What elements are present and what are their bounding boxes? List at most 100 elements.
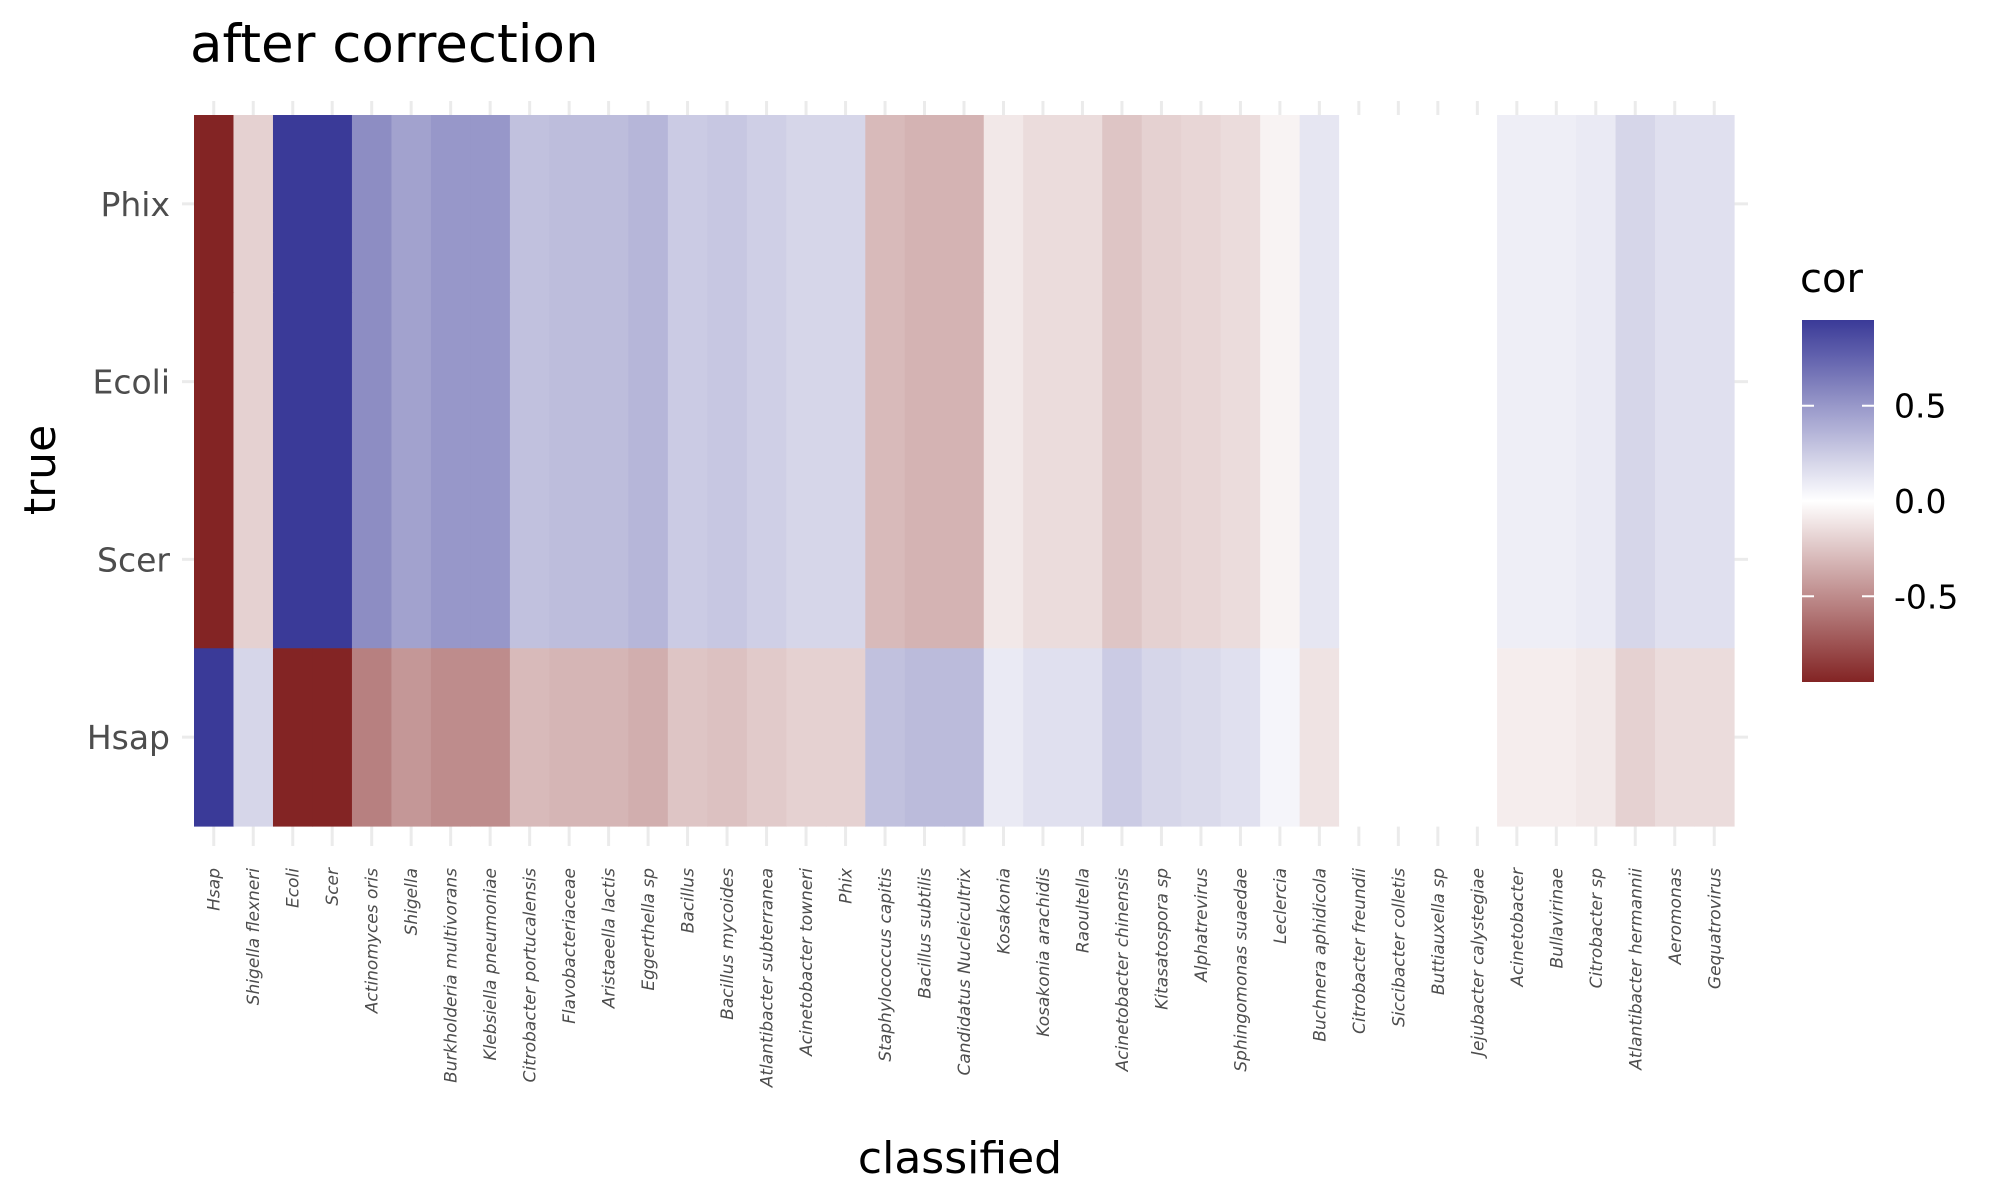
chart-title: after correction: [190, 14, 599, 75]
heatmap-cell: [865, 470, 906, 649]
heatmap-cell: [825, 292, 866, 472]
heatmap-cell: [1457, 470, 1498, 649]
heatmap-cell: [825, 470, 866, 649]
heatmap-cell: [1694, 115, 1735, 294]
x-tick-label: Buchnera aphidicola: [1310, 868, 1330, 1042]
x-tick-label: Phix: [837, 867, 857, 904]
x-tick-label: Bacillus subtilis: [916, 868, 936, 999]
y-tick-label: Ecoli: [92, 363, 170, 402]
heatmap-cell: [1655, 470, 1696, 649]
heatmap-cell: [904, 648, 945, 827]
heatmap-cell: [351, 470, 393, 649]
heatmap-cell: [1023, 292, 1064, 472]
legend-title: cor: [1800, 256, 1863, 302]
heatmap-cell: [865, 648, 906, 827]
heatmap-cell: [944, 648, 985, 827]
y-axis-tick-labels: Phix Ecoli Scer Hsap: [87, 185, 171, 757]
heatmap-cell: [825, 115, 866, 294]
heatmap-cell: [430, 115, 472, 294]
heatmap-cell: [1220, 115, 1261, 294]
heatmap-cell: [470, 648, 511, 827]
heatmap-cell: [1536, 292, 1577, 472]
heatmap-cell: [194, 292, 235, 472]
heatmap-cell: [1497, 115, 1538, 294]
heatmap-cell: [904, 470, 945, 649]
heatmap-cell: [1220, 292, 1261, 472]
heatmap-cell: [509, 470, 550, 649]
heatmap-cell: [667, 115, 708, 294]
heatmap-cell: [233, 115, 274, 294]
heatmap-cell: [944, 470, 985, 649]
heatmap-cell: [1694, 292, 1735, 472]
heatmap-cell: [470, 115, 511, 294]
heatmap-cell: [825, 648, 866, 827]
heatmap-cell: [549, 470, 590, 649]
color-legend: cor 0.5 0.0 -0.5: [1800, 256, 1958, 682]
heatmap-cell: [667, 470, 708, 649]
heatmap-cell: [1339, 292, 1380, 472]
heatmap-cell: [194, 648, 235, 827]
heatmap-cell: [1339, 648, 1380, 827]
x-tick-label: Kosakonia: [994, 868, 1014, 954]
x-tick-label: Bullavirinae: [1547, 868, 1567, 968]
heatmap-cell: [1418, 648, 1459, 827]
x-tick-label: Ecoli: [284, 868, 304, 908]
heatmap-cells: [194, 115, 1735, 827]
x-tick-label: Alphatrevirus: [1192, 868, 1212, 983]
heatmap-cell: [983, 115, 1024, 294]
heatmap-cell: [272, 292, 314, 472]
x-tick-label: Leclercia: [1271, 868, 1291, 944]
heatmap-cell: [1615, 648, 1656, 827]
y-axis-title: true: [15, 425, 66, 515]
heatmap-cell: [549, 648, 590, 827]
heatmap-cell: [1457, 292, 1498, 472]
heatmap-cell: [983, 470, 1024, 649]
x-tick-label: Atlantibacter hermannii: [1626, 868, 1646, 1071]
heatmap-cell: [272, 470, 314, 649]
heatmap-cell: [1141, 115, 1182, 294]
heatmap-cell: [786, 470, 827, 649]
legend-tick-label: 0.5: [1894, 387, 1946, 426]
heatmap-cell: [983, 648, 1024, 827]
heatmap-cell: [1694, 648, 1735, 827]
heatmap-cell: [1220, 648, 1261, 827]
heatmap-cell: [233, 648, 274, 827]
x-tick-label: Actinomyces oris: [363, 868, 383, 1014]
x-tick-label: Shigella flexneri: [244, 868, 264, 1006]
x-tick-label: Burkholderia multivorans: [442, 868, 462, 1083]
heatmap-cell: [1457, 648, 1498, 827]
heatmap-cell: [1655, 648, 1696, 827]
heatmap-cell: [1418, 470, 1459, 649]
x-tick-label: Acinetobacter towneri: [797, 868, 817, 1057]
heatmap-cell: [628, 648, 669, 827]
x-tick-label: Acinetobacter: [1508, 867, 1528, 988]
heatmap-cell: [1062, 470, 1103, 649]
heatmap-cell: [667, 292, 708, 472]
heatmap-cell: [233, 470, 274, 649]
heatmap-cell: [786, 292, 827, 472]
heatmap-cell: [746, 292, 787, 472]
heatmap-cell: [1378, 115, 1419, 294]
heatmap-cell: [1260, 648, 1301, 827]
heatmap-cell: [351, 115, 393, 294]
heatmap-cell: [391, 648, 432, 827]
x-tick-label: Eggerthella sp: [639, 868, 659, 991]
heatmap-cell: [1378, 648, 1419, 827]
heatmap-cell: [1220, 470, 1261, 649]
heatmap-cell: [470, 292, 511, 472]
heatmap-cell: [509, 292, 550, 472]
heatmap-cell: [1260, 292, 1301, 472]
heatmap-cell: [865, 292, 906, 472]
heatmap-cell: [1615, 115, 1656, 294]
heatmap-cell: [1655, 292, 1696, 472]
x-tick-label: Buttiauxella sp: [1429, 868, 1449, 995]
heatmap-cell: [667, 648, 708, 827]
heatmap-cell: [233, 292, 274, 472]
x-tick-label: Scer: [323, 867, 343, 906]
heatmap-cell: [1260, 470, 1301, 649]
heatmap-cell: [1181, 115, 1222, 294]
heatmap-cell: [944, 292, 985, 472]
heatmap-cell: [1299, 648, 1340, 827]
heatmap-cell: [351, 648, 393, 827]
